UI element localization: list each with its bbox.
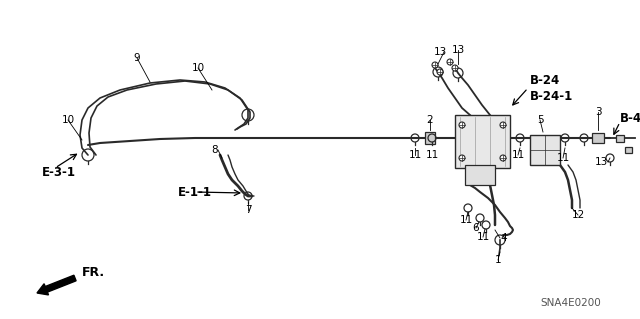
Circle shape — [500, 155, 506, 161]
Text: 11: 11 — [476, 232, 490, 242]
Bar — [455, 115, 510, 168]
Text: 7: 7 — [244, 205, 252, 215]
Text: 4: 4 — [500, 233, 507, 243]
Text: 12: 12 — [572, 210, 584, 220]
Circle shape — [459, 155, 465, 161]
Text: B-4: B-4 — [620, 112, 640, 124]
Text: 11: 11 — [408, 150, 422, 160]
Text: 11: 11 — [511, 150, 525, 160]
Text: 9: 9 — [134, 53, 140, 63]
Text: SNA4E0200: SNA4E0200 — [540, 298, 601, 308]
Bar — [616, 135, 624, 142]
Bar — [530, 135, 560, 165]
Circle shape — [459, 122, 465, 128]
Text: 11: 11 — [426, 150, 438, 160]
Text: 3: 3 — [595, 107, 602, 117]
FancyArrow shape — [37, 275, 76, 295]
Text: 8: 8 — [212, 145, 218, 155]
Text: B-24-1: B-24-1 — [530, 90, 573, 102]
Circle shape — [452, 65, 458, 71]
Text: 5: 5 — [537, 115, 543, 125]
Text: 13: 13 — [595, 157, 608, 167]
Text: FR.: FR. — [82, 265, 105, 278]
Text: 2: 2 — [427, 115, 433, 125]
Bar — [592, 133, 604, 143]
Text: 10: 10 — [191, 63, 205, 73]
Circle shape — [432, 62, 438, 68]
Text: E-3-1: E-3-1 — [42, 166, 76, 179]
Text: 6: 6 — [473, 223, 479, 233]
Text: 11: 11 — [556, 153, 570, 163]
Text: 11: 11 — [460, 215, 472, 225]
Bar — [425, 132, 435, 144]
Text: 13: 13 — [433, 47, 447, 57]
Bar — [465, 165, 495, 185]
Circle shape — [500, 122, 506, 128]
Text: B-24: B-24 — [530, 73, 560, 86]
Text: E-1-1: E-1-1 — [178, 186, 212, 198]
Circle shape — [437, 69, 443, 75]
Text: 13: 13 — [451, 45, 465, 55]
Bar — [625, 147, 632, 153]
Text: 10: 10 — [61, 115, 75, 125]
Text: 1: 1 — [495, 255, 501, 265]
Circle shape — [447, 59, 453, 65]
